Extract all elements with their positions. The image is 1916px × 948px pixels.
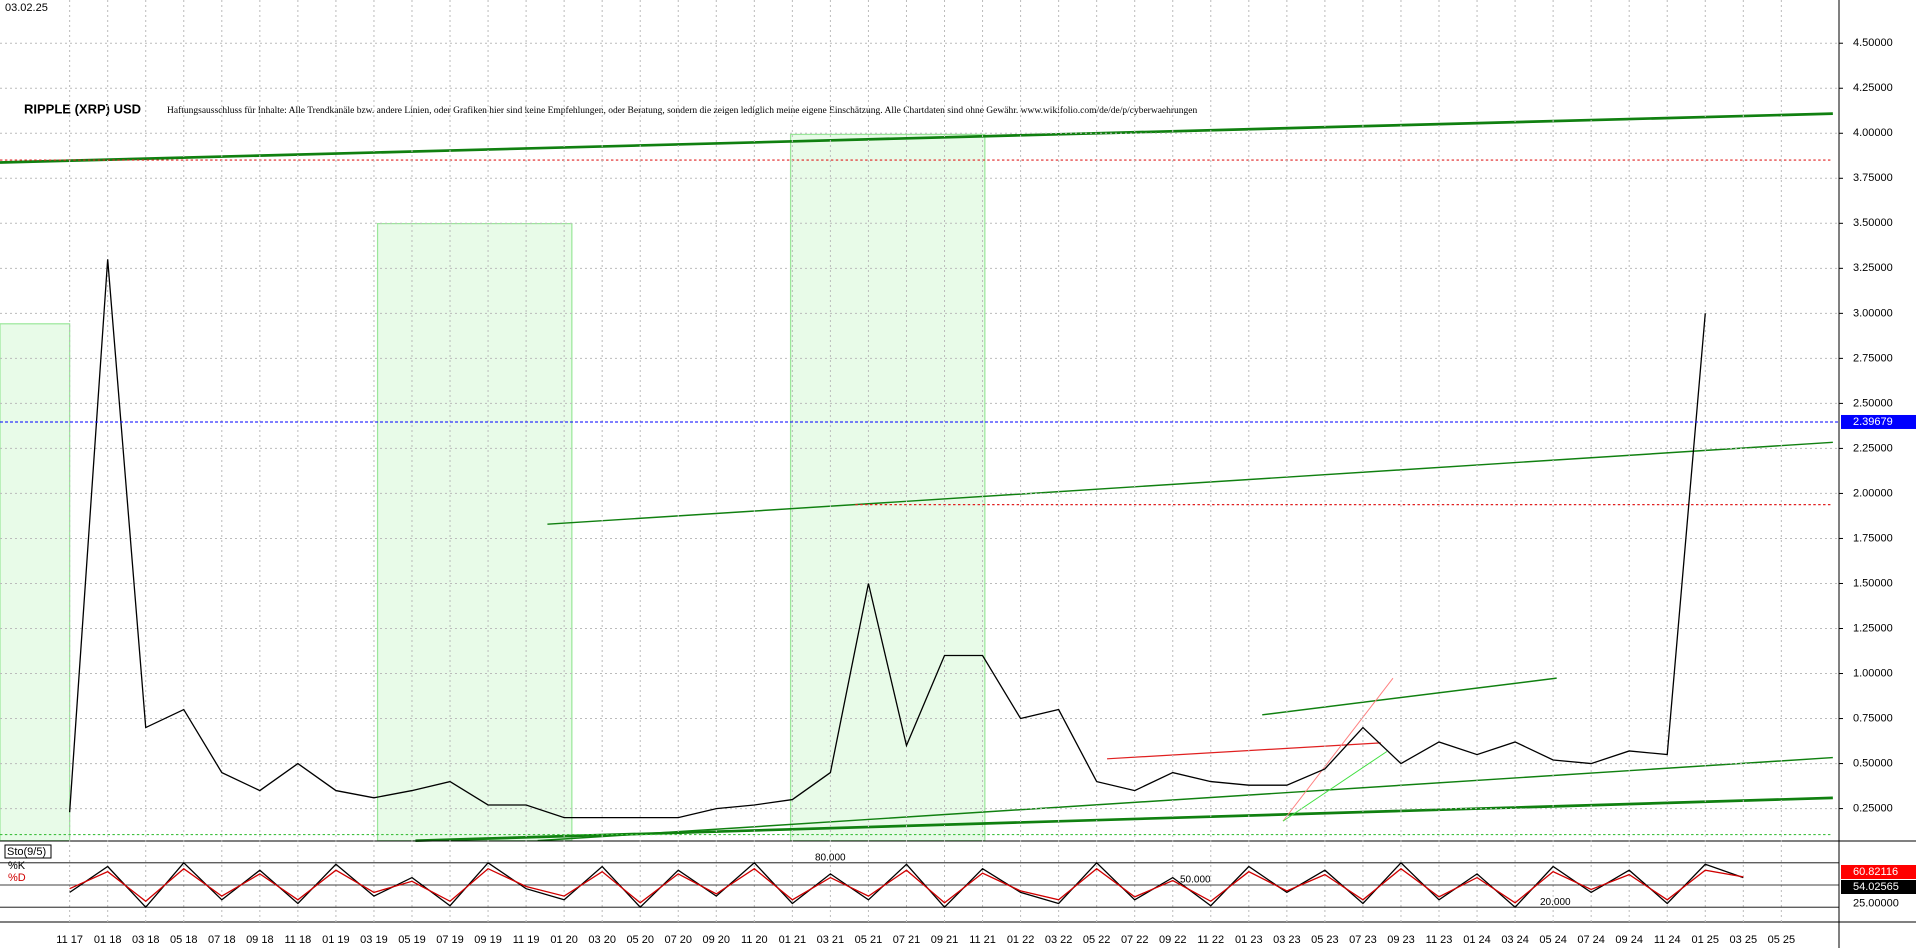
x-tick-label: 03 24: [1501, 934, 1529, 946]
legend-entry: %D: [8, 872, 26, 884]
zone: [0, 323, 71, 842]
y-tick-label: 0.25000: [1853, 802, 1893, 814]
x-tick-label: 05 19: [398, 934, 426, 946]
x-tick-label: 09 19: [474, 934, 502, 946]
x-tick-label: 01 19: [322, 934, 350, 946]
y-tick-label: 20.000: [1540, 897, 1571, 908]
x-tick-label: 03 23: [1273, 934, 1301, 946]
indicator-title: Sto(9/5): [7, 846, 46, 858]
x-tick-label: 05 21: [855, 934, 883, 946]
y-tick-label: 25.00000: [1853, 897, 1899, 909]
y-tick-label: 3.00000: [1853, 307, 1893, 319]
value-tag-label: 60.82116: [1853, 866, 1898, 878]
date: 03.02.25: [5, 2, 48, 14]
y-tick-label: 80.000: [815, 852, 846, 863]
x-tick-label: 11 21: [969, 934, 996, 946]
x-tick-label: 07 19: [436, 934, 464, 946]
x-tick-label: 01 22: [1007, 934, 1035, 946]
price-line: [68, 259, 1706, 819]
trendline: [1282, 751, 1388, 822]
y-tick-label: 3.75000: [1853, 172, 1893, 184]
y-tick-label: 0.50000: [1853, 757, 1893, 769]
zone: [789, 133, 986, 842]
x-tick-label: 05 20: [626, 934, 654, 946]
x-tick-label: 03 19: [360, 934, 388, 946]
price-label: 2.39679: [1853, 416, 1893, 428]
y-tick-label: 0.75000: [1853, 712, 1893, 724]
x-tick-label: 09 23: [1387, 934, 1415, 946]
value-tag: [1841, 880, 1916, 894]
y-tick-label: 3.50000: [1853, 217, 1893, 229]
x-tick-label: 01 23: [1235, 934, 1263, 946]
trendline: [547, 441, 1833, 525]
legend-entry: %K: [8, 860, 26, 872]
trendline: [0, 112, 1833, 164]
x-tick-label: 11 18: [285, 934, 312, 946]
x-tick-label: 09 22: [1159, 934, 1187, 946]
y-tick-label: 1.75000: [1853, 532, 1893, 544]
x-tick-label: 07 20: [664, 934, 692, 946]
y-tick-label: 1.25000: [1853, 622, 1893, 634]
x-tick-label: 11 20: [741, 934, 768, 946]
y-tick-label: 2.25000: [1853, 442, 1893, 454]
x-tick-label: 11 23: [1426, 934, 1453, 946]
x-tick-label: 07 21: [893, 934, 921, 946]
value-tag-label: 54.02565: [1853, 881, 1899, 893]
x-tick-label: 05 18: [170, 934, 198, 946]
y-tick-label: 2.50000: [1853, 397, 1893, 409]
x-tick-label: 11 17: [56, 934, 83, 946]
x-tick-label: 03 20: [588, 934, 616, 946]
y-tick-label: 4.00000: [1853, 127, 1893, 139]
y-tick-label: 4.50000: [1853, 37, 1893, 49]
x-tick-label: 03 22: [1045, 934, 1073, 946]
y-tick-label: 3.25000: [1853, 262, 1893, 274]
y-tick-label: 1.00000: [1853, 667, 1893, 679]
zone: [376, 222, 573, 842]
x-tick-label: 05 25: [1768, 934, 1796, 946]
trendline: [1262, 677, 1557, 716]
x-tick-label: 11 19: [513, 934, 540, 946]
subtitle: Haftungsausschluss für Inhalte: Alle Tre…: [167, 105, 1198, 116]
x-tick-label: 07 23: [1349, 934, 1377, 946]
x-tick-label: 09 24: [1615, 934, 1643, 946]
x-tick-label: 03 25: [1730, 934, 1758, 946]
y-tick-label: 2.75000: [1853, 352, 1893, 364]
x-tick-label: 03 18: [132, 934, 160, 946]
x-tick-label: 03 21: [817, 934, 845, 946]
x-tick-label: 01 18: [94, 934, 122, 946]
trendline: [1282, 677, 1394, 822]
x-tick-label: 01 21: [779, 934, 807, 946]
trendline: [1107, 742, 1381, 760]
x-tick-label: 05 24: [1539, 934, 1567, 946]
x-tick-label: 01 24: [1463, 934, 1491, 946]
indicator-box: [4, 844, 52, 859]
x-tick-label: 01 25: [1692, 934, 1720, 946]
trendline: [537, 756, 1833, 842]
drawings: [0, 112, 1833, 843]
x-tick-label: 11 22: [1197, 934, 1224, 946]
x-tick-label: 07 18: [208, 934, 236, 946]
x-tick-label: 09 18: [246, 934, 274, 946]
price-line: [69, 861, 1744, 909]
x-tick-label: 05 23: [1311, 934, 1339, 946]
x-tick-label: 09 21: [931, 934, 959, 946]
y-tick-label: 4.25000: [1853, 82, 1893, 94]
x-tick-label: 11 24: [1654, 934, 1681, 946]
y-tick-label: 50.000: [1180, 875, 1211, 886]
x-tick-label: 01 20: [550, 934, 578, 946]
value-tag: [1841, 865, 1916, 879]
x-tick-label: 07 24: [1577, 934, 1605, 946]
y-tick-label: 1.50000: [1853, 577, 1893, 589]
x-tick-label: 05 22: [1083, 934, 1111, 946]
y-tick-label: 2.00000: [1853, 487, 1893, 499]
x-tick-label: 07 22: [1121, 934, 1149, 946]
price-tag: [1841, 414, 1916, 429]
x-tick-label: 09 20: [703, 934, 731, 946]
chart-title: RIPPLE (XRP) USD: [24, 101, 141, 116]
price-line: [69, 867, 1744, 904]
